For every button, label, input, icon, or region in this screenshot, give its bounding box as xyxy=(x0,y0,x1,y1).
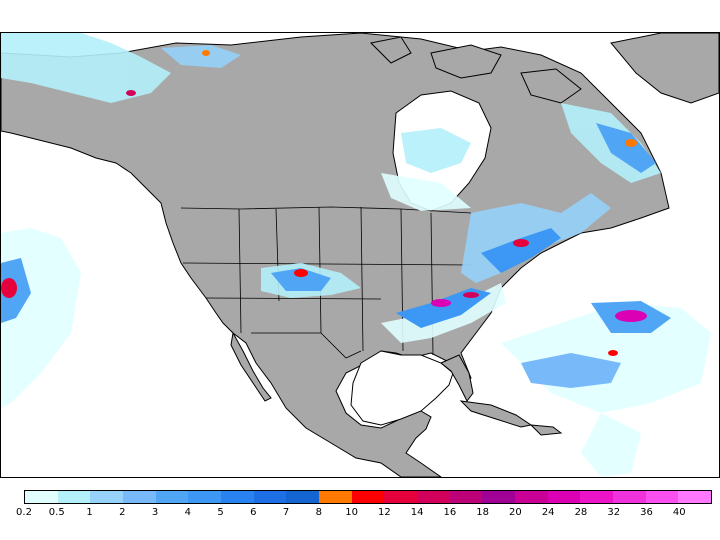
colorbar-tick-label: 18 xyxy=(476,507,490,518)
florida xyxy=(440,354,474,402)
hispaniola xyxy=(529,424,563,436)
colorbar-swatch xyxy=(547,491,581,503)
colorbar-swatch xyxy=(449,491,483,503)
north-america-landmass xyxy=(1,33,670,477)
colorbar-tick-label: 36 xyxy=(640,507,653,518)
arctic-island xyxy=(430,44,502,79)
colorbar-swatch xyxy=(319,491,352,503)
colorbar-tick-label: 3 xyxy=(151,507,159,518)
colorbar-swatch xyxy=(90,491,124,503)
colorbar-swatch xyxy=(155,491,189,503)
colorbar-swatch xyxy=(25,491,58,503)
colorbar-tick-label: 5 xyxy=(217,507,224,518)
colorbar-swatch xyxy=(417,491,450,503)
precipitation-map xyxy=(0,32,720,478)
colorbar-swatch xyxy=(351,491,385,503)
colorbar-tick-label: 7 xyxy=(282,507,290,518)
colorbar-swatch xyxy=(678,491,712,503)
colorbar-swatch xyxy=(580,491,614,503)
colorbar-tick-label: 32 xyxy=(607,507,621,518)
colorbar-swatch xyxy=(57,491,91,503)
colorbar-swatch xyxy=(645,491,679,503)
baja-peninsula xyxy=(230,331,272,402)
colorbar-swatch xyxy=(253,491,287,503)
colorbar-tick-label: 8 xyxy=(315,507,323,518)
colorbar-swatch xyxy=(286,491,320,503)
colorbar-tick-label: 0.5 xyxy=(48,507,65,518)
colorbar-tick-label: 1 xyxy=(86,507,93,518)
colorbar-swatch xyxy=(221,491,254,503)
colorbar-swatch xyxy=(123,491,156,503)
arctic-island xyxy=(369,36,412,64)
colorbar-tick-label: 4 xyxy=(184,507,191,518)
colorbar-tick-label: 20 xyxy=(509,507,522,518)
colorbar-swatch xyxy=(515,491,548,503)
greenland xyxy=(610,33,719,104)
colorbar-tick-label: 24 xyxy=(541,507,555,518)
colorbar-tick-label: 16 xyxy=(443,507,457,518)
precipitation-heavy xyxy=(1,50,647,356)
colorbar-tick-label: 0.2 xyxy=(16,507,32,518)
colorbar-tick-label: 28 xyxy=(574,507,588,518)
precipitation-colorbar xyxy=(24,490,712,504)
colorbar-labels: 0.2 0.5 1 2 3 4 5 6 7 8 10 12 14 16 18 20 24 28 32 36 40 xyxy=(16,507,712,523)
colorbar-swatch xyxy=(384,491,418,503)
colorbar-tick-label: 2 xyxy=(119,507,126,518)
colorbar-tick-label: 6 xyxy=(250,507,257,518)
colorbar-tick-label: 14 xyxy=(410,507,424,518)
colorbar-swatch xyxy=(188,491,222,503)
cuba xyxy=(459,400,533,428)
colorbar-swatch xyxy=(482,491,516,503)
colorbar-tick-label: 12 xyxy=(378,507,391,518)
colorbar-tick-label: 10 xyxy=(345,507,358,518)
arctic-island xyxy=(520,68,582,104)
colorbar-swatch xyxy=(613,491,646,503)
colorbar-tick-label: 40 xyxy=(672,507,686,518)
state-borders xyxy=(180,206,472,359)
gulf-of-mexico xyxy=(350,350,454,426)
